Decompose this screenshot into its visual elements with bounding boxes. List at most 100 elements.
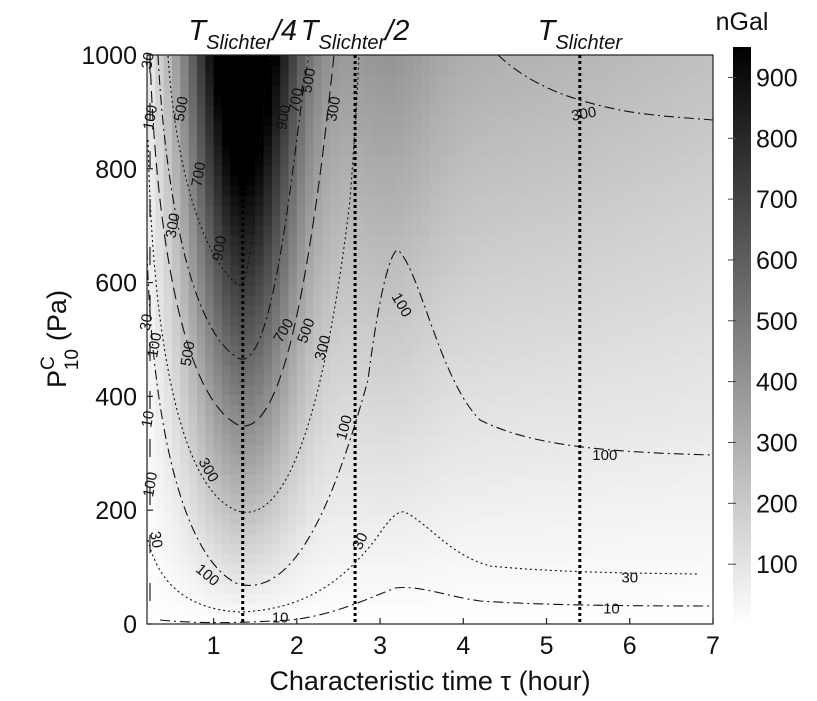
heatmap-cell [430,114,439,126]
heatmap-cell [579,424,589,435]
heatmap-cell [588,74,598,86]
heatmap-cell [588,424,598,435]
heatmap-cell [230,154,240,166]
heatmap-cell [613,554,623,565]
heatmap-cell [563,304,573,316]
heatmap-cell [346,64,356,76]
heatmap-cell [613,524,623,535]
heatmap-cell [321,64,331,76]
heatmap-cell [180,144,190,156]
heatmap-cell [471,534,481,545]
heatmap-cell [413,524,423,535]
heatmap-cell [663,94,672,106]
heatmap-cell [663,334,672,346]
heatmap-cell [205,344,215,356]
heatmap-cell [155,474,165,485]
heatmap-cell [271,594,281,605]
heatmap-cell [230,604,240,615]
heatmap-cell [646,254,656,266]
heatmap-cell [288,404,298,415]
heatmap-cell [396,184,406,196]
heatmap-cell [446,584,456,595]
heatmap-cell [346,284,356,296]
heatmap-cell [546,544,556,555]
heatmap-cell [213,444,223,455]
heatmap-cell [621,304,631,316]
heatmap-cell [346,614,356,624]
heatmap-cell [563,74,573,86]
heatmap-cell [679,404,689,415]
heatmap-cell [704,404,713,415]
heatmap-cell [338,234,348,246]
heatmap-cell [596,344,606,356]
heatmap-cell [638,264,648,276]
heatmap-cell [479,184,489,196]
heatmap-cell [238,94,248,106]
heatmap-cell [696,134,706,146]
heatmap-cell [671,524,681,535]
heatmap-cell [471,184,481,196]
heatmap-cell [430,474,439,485]
heatmap-cell [454,534,464,545]
heatmap-cell [155,224,165,236]
heatmap-cell [471,364,481,376]
heatmap-cell [230,404,240,415]
heatmap-cell [196,294,206,306]
heatmap-cell [405,234,414,246]
heatmap-cell [471,554,481,565]
heatmap-cell [188,244,198,256]
heatmap-cell [604,344,614,356]
heatmap-cell [488,214,498,226]
heatmap-cell [371,124,381,136]
heatmap-cell [405,224,414,236]
heatmap-cell [296,344,306,356]
heatmap-cell [629,104,639,116]
heatmap-cell [454,594,464,605]
heatmap-cell [338,334,348,346]
heatmap-cell [646,55,656,66]
heatmap-cell [171,474,181,485]
heatmap-cell [421,104,431,116]
heatmap-cell [638,584,648,595]
heatmap-cell [454,124,464,136]
heatmap-cell [371,254,381,266]
heatmap-cell [371,504,381,515]
heatmap-cell [280,424,290,435]
heatmap-cell [638,164,648,176]
heatmap-cell [205,124,215,136]
heatmap-cell [654,274,664,286]
heatmap-cell [363,594,373,605]
heatmap-cell [155,494,165,505]
heatmap-cell [430,264,439,276]
heatmap-cell [180,364,190,376]
heatmap-cell [554,494,564,505]
heatmap-cell [171,264,181,276]
heatmap-cell [529,244,539,256]
heatmap-cell [388,324,398,336]
heatmap-cell [654,74,664,86]
heatmap-cell [296,334,306,346]
heatmap-cell [396,134,406,146]
heatmap-cell [621,55,631,66]
heatmap-cell [330,594,340,605]
heatmap-cell [588,444,598,455]
heatmap-cell [196,554,206,565]
heatmap-cell [521,414,531,425]
heatmap-cell [147,464,156,475]
heatmap-cell [496,584,506,595]
heatmap-cell [571,614,581,624]
heatmap-cell [213,104,223,116]
heatmap-cell [488,184,498,196]
heatmap-cell [405,484,414,495]
heatmap-cell [230,324,240,336]
heatmap-cell [330,264,340,276]
heatmap-cell [579,504,589,515]
heatmap-cell [479,324,489,336]
heatmap-cell [271,94,281,106]
heatmap-cell [330,354,340,366]
heatmap-cell [405,414,414,425]
heatmap-cell [604,614,614,624]
heatmap-cell [596,284,606,296]
heatmap-cell [496,124,506,136]
heatmap-cell [529,234,539,246]
